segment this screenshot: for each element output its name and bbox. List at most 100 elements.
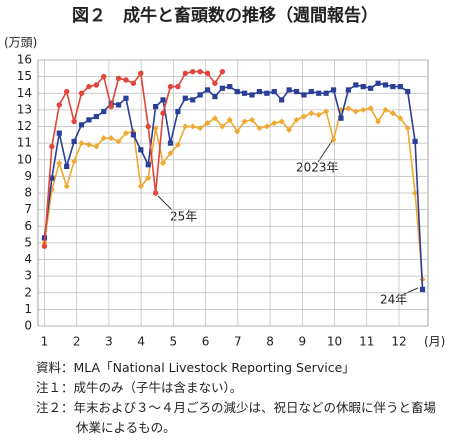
point — [286, 126, 293, 133]
y-tick-label: 2 — [24, 285, 32, 299]
series-line — [43, 107, 424, 280]
chart: 図２ 成牛と畜頭数の推移（週間報告） (万頭) (月) 2023年 24年 25… — [4, 5, 445, 349]
annotation: 2023年 — [296, 161, 339, 175]
point — [293, 116, 300, 123]
leader-line — [157, 195, 173, 211]
point — [56, 130, 62, 136]
point — [293, 88, 300, 95]
point — [212, 93, 218, 100]
point — [100, 135, 107, 142]
x-tick-label: 3 — [105, 335, 113, 349]
y-tick-label: 5 — [24, 235, 32, 249]
point — [115, 102, 122, 108]
point — [41, 243, 48, 249]
point — [323, 108, 330, 115]
point — [367, 105, 374, 112]
point — [56, 160, 63, 167]
point — [197, 125, 204, 132]
point — [153, 103, 159, 110]
point — [86, 117, 92, 123]
point — [123, 77, 129, 83]
x-tick-label: 2 — [73, 335, 81, 349]
series-line — [43, 82, 424, 290]
point — [338, 115, 344, 121]
y-tick-label: 1 — [24, 302, 32, 316]
point — [167, 83, 174, 90]
point — [234, 128, 241, 135]
point — [108, 135, 115, 142]
x-tick-label: 8 — [266, 335, 274, 349]
point — [175, 108, 181, 115]
point — [197, 92, 203, 98]
point — [271, 120, 278, 127]
point — [405, 88, 411, 95]
point — [227, 84, 233, 90]
notes: 資料：MLA「National Livestock Reporting Serv… — [36, 358, 446, 438]
point — [330, 87, 337, 93]
point — [64, 163, 70, 169]
point — [93, 82, 100, 88]
point — [204, 120, 211, 127]
point — [286, 87, 292, 93]
point — [182, 123, 189, 130]
chart-title: 図２ 成牛と畜頭数の推移（週間報告） — [72, 5, 378, 26]
point — [174, 141, 181, 148]
y-tick-label: 15 — [17, 69, 32, 83]
y-tick-label: 12 — [17, 119, 32, 133]
y-tick-label: 11 — [17, 136, 32, 150]
annotation: 25年 — [170, 210, 197, 224]
point — [323, 90, 329, 96]
x-tick-label: 7 — [234, 335, 242, 349]
point — [78, 140, 85, 147]
point — [219, 123, 226, 130]
point — [226, 116, 233, 123]
point — [49, 175, 55, 181]
point — [115, 75, 122, 81]
point — [204, 87, 211, 93]
point — [360, 84, 366, 90]
note: 注２：年末および３～４月ごろの減少は、祝日などの休暇に伴うと畜場休業によるもの。 — [36, 400, 437, 435]
point — [78, 90, 85, 96]
point — [241, 118, 248, 125]
leader-line — [317, 140, 333, 163]
point — [138, 70, 144, 77]
point — [108, 103, 114, 110]
point — [160, 97, 166, 103]
point — [390, 84, 396, 90]
point — [271, 88, 277, 95]
point — [189, 123, 196, 130]
point — [330, 136, 337, 143]
point — [145, 162, 151, 168]
x-tick-label: 1 — [41, 335, 49, 349]
point — [234, 88, 240, 95]
point — [137, 183, 144, 190]
point — [85, 141, 92, 148]
point — [122, 130, 129, 137]
point — [93, 113, 99, 120]
point — [256, 125, 263, 132]
point — [249, 116, 256, 123]
point — [219, 85, 225, 91]
point — [130, 80, 137, 86]
point — [197, 68, 203, 75]
point — [204, 70, 211, 77]
note: 注１：成牛のみ（子牛は含まない）。 — [36, 380, 243, 395]
point — [212, 80, 218, 86]
point — [397, 84, 403, 90]
point — [167, 150, 174, 157]
point — [115, 138, 122, 145]
y-axis-label: (万頭) — [4, 36, 37, 50]
x-tick-label: 10 — [327, 335, 342, 349]
point — [219, 68, 226, 75]
point — [49, 143, 55, 150]
y-tick-label: 6 — [24, 219, 32, 233]
y-tick-label: 9 — [24, 169, 32, 183]
point — [63, 88, 70, 95]
point — [300, 113, 307, 120]
point — [101, 108, 107, 115]
y-tick-label: 13 — [17, 102, 32, 116]
point — [278, 118, 285, 125]
y-tick-label: 14 — [17, 86, 32, 100]
x-tick-label: 11 — [359, 335, 374, 349]
point — [152, 190, 159, 196]
